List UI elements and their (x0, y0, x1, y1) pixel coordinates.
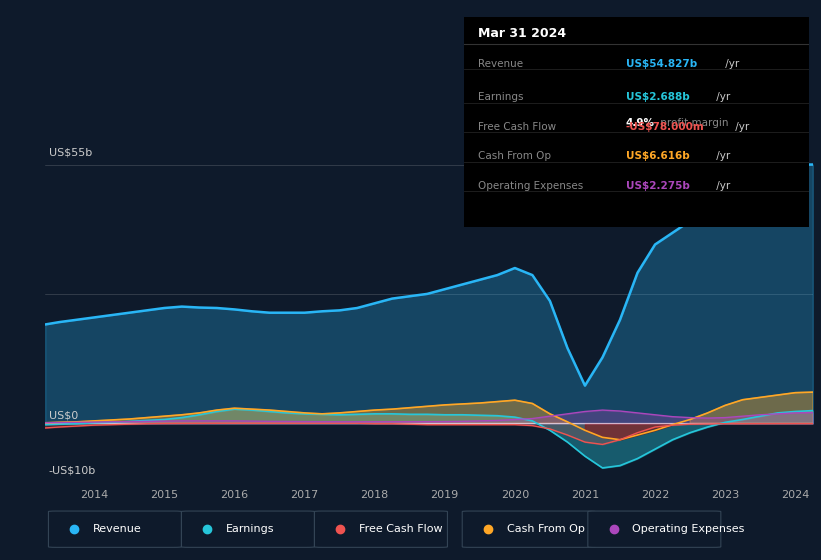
Text: US$0: US$0 (48, 411, 78, 421)
Text: -US$78.000m: -US$78.000m (626, 122, 704, 132)
Text: Earnings: Earnings (226, 524, 274, 534)
Text: US$54.827b: US$54.827b (626, 59, 697, 69)
Text: Cash From Op: Cash From Op (478, 151, 551, 161)
Text: /yr: /yr (713, 92, 730, 102)
Text: Free Cash Flow: Free Cash Flow (478, 122, 556, 132)
Text: profit margin: profit margin (657, 118, 728, 128)
Text: Operating Expenses: Operating Expenses (478, 180, 583, 190)
Text: Revenue: Revenue (478, 59, 523, 69)
Text: US$6.616b: US$6.616b (626, 151, 690, 161)
Text: /yr: /yr (713, 151, 730, 161)
Text: Revenue: Revenue (93, 524, 141, 534)
FancyBboxPatch shape (588, 511, 721, 547)
Text: Earnings: Earnings (478, 92, 523, 102)
Text: -US$10b: -US$10b (48, 465, 96, 475)
Text: Cash From Op: Cash From Op (507, 524, 585, 534)
FancyBboxPatch shape (462, 511, 595, 547)
Text: Operating Expenses: Operating Expenses (632, 524, 745, 534)
Text: /yr: /yr (713, 180, 730, 190)
FancyBboxPatch shape (314, 511, 447, 547)
Text: /yr: /yr (732, 122, 750, 132)
Text: /yr: /yr (722, 59, 740, 69)
Text: Free Cash Flow: Free Cash Flow (359, 524, 443, 534)
Text: Mar 31 2024: Mar 31 2024 (478, 27, 566, 40)
Text: US$2.275b: US$2.275b (626, 180, 690, 190)
FancyBboxPatch shape (48, 511, 181, 547)
Text: US$55b: US$55b (48, 147, 92, 157)
Text: US$2.688b: US$2.688b (626, 92, 690, 102)
Text: 4.9%: 4.9% (626, 118, 655, 128)
FancyBboxPatch shape (181, 511, 314, 547)
